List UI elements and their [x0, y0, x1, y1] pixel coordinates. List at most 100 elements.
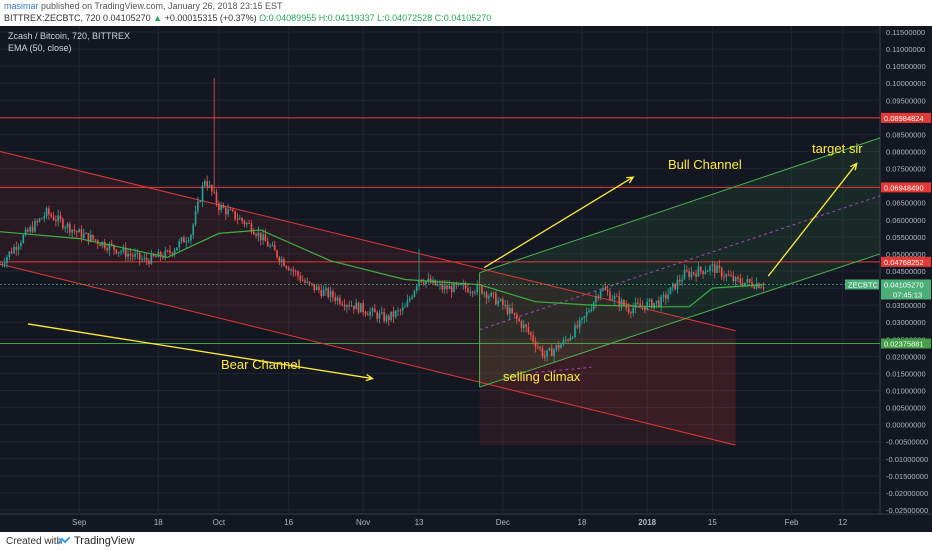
price-tick-label: 0.02000000 — [886, 352, 926, 361]
candle-body — [73, 229, 76, 231]
candle-body — [106, 248, 108, 251]
username-link[interactable]: masimar — [4, 1, 39, 11]
candle-body — [166, 250, 169, 252]
tradingview-logo-icon — [58, 537, 70, 545]
ema-line — [0, 229, 764, 308]
candle-body — [506, 304, 509, 315]
candle-body — [711, 264, 714, 267]
candle-body — [469, 291, 472, 293]
price-tick-label: -0.00500000 — [886, 438, 928, 447]
candle-body — [294, 271, 297, 273]
change-value: +0.00015315 (+0.37%) — [164, 13, 257, 23]
candle-body — [483, 292, 486, 294]
bear-channel-label: Bear Channel — [221, 357, 301, 372]
candle-body — [71, 229, 73, 233]
candle-body — [718, 265, 721, 269]
candle-body — [197, 201, 199, 212]
candle-body — [155, 256, 157, 258]
candle-body — [511, 307, 513, 313]
candle-body — [131, 255, 134, 257]
candle-body — [602, 288, 604, 291]
candle-body — [178, 241, 181, 248]
high-value: H:0.04119337 — [318, 13, 375, 23]
candle-body — [632, 307, 635, 314]
candle-body — [509, 307, 511, 315]
candle-body — [406, 300, 409, 307]
candle-body — [280, 259, 283, 262]
candle-body — [252, 231, 255, 235]
level-price-text: 0.06948490 — [884, 183, 924, 192]
legend-title: Zcash / Bitcoin, 720, BITTREX — [8, 31, 130, 41]
candle-body — [115, 249, 118, 254]
candle-body — [229, 209, 232, 211]
level-price-text: 0.08984824 — [884, 114, 924, 123]
candle-body — [653, 303, 655, 309]
candle-body — [103, 241, 106, 249]
candle-body — [138, 252, 141, 260]
price-tick-label: 0.11000000 — [886, 45, 925, 54]
candle-body — [225, 207, 227, 215]
candle-body — [218, 203, 220, 210]
candle-body — [78, 229, 80, 233]
candle-body — [290, 269, 292, 271]
time-axis-background[interactable] — [0, 514, 880, 532]
candle-body — [583, 316, 586, 318]
candle-body — [532, 335, 534, 342]
candle-body — [481, 285, 483, 294]
symbol-line: BITTREX:ZECBTC, 720 0.04105270 ▲ +0.0001… — [4, 13, 491, 24]
candle-body — [434, 279, 437, 286]
candle-body — [322, 290, 325, 297]
candle-body — [17, 246, 20, 250]
price-chart[interactable]: -0.02500000 -0.02000000 -0.01500000 -0.0100… — [0, 26, 932, 532]
price-axis-background[interactable] — [880, 26, 932, 532]
bull-arrow-head — [626, 176, 635, 184]
candle-body — [648, 299, 651, 302]
symbol-tag — [845, 279, 879, 290]
candle-body — [204, 181, 206, 186]
candle-body — [348, 305, 351, 307]
candle-body — [87, 232, 90, 242]
candle-body — [553, 349, 555, 357]
price-tick-label: 0.09500000 — [886, 96, 926, 105]
candle-body — [57, 215, 60, 222]
target-arrow-line — [767, 163, 858, 277]
bull-arrow-line — [483, 176, 634, 269]
candle-body — [667, 294, 669, 299]
bear-arrow-head — [365, 374, 374, 382]
level-price-text: 0.02375881 — [884, 340, 924, 349]
candle-body — [59, 215, 62, 220]
bear-channel-top — [0, 151, 736, 332]
price-tick-label: 0.01500000 — [886, 369, 926, 378]
candle-body — [623, 300, 625, 306]
candle-body — [269, 245, 271, 247]
candle-body — [141, 259, 143, 261]
price-tick-label: -0.01000000 — [886, 455, 928, 464]
price-tick-label: -0.02500000 — [886, 506, 928, 515]
candle-body — [611, 299, 614, 301]
candle-body — [339, 297, 341, 304]
candle-body — [588, 310, 590, 312]
publish-line: masimar published on TradingView.com, Ja… — [4, 1, 283, 12]
candle-body — [31, 226, 34, 232]
candle-body — [411, 296, 413, 299]
footer: Created with TradingView — [0, 532, 932, 550]
candle-body — [683, 270, 686, 280]
candle-body — [304, 280, 306, 283]
candle-body — [378, 313, 381, 319]
candle-body — [590, 309, 593, 311]
candle-body — [488, 296, 490, 299]
candle-body — [266, 241, 269, 247]
candle-body — [688, 271, 690, 277]
candle-body — [264, 234, 267, 242]
candle-body — [758, 283, 760, 288]
candle-body — [646, 301, 649, 310]
price-tick-label: 0.07500000 — [886, 165, 926, 174]
candle-body — [383, 312, 385, 322]
low-value: L:0.04072528 — [377, 13, 433, 23]
candle-body — [516, 314, 518, 319]
candle-body — [748, 279, 751, 282]
tradingview-brand[interactable]: TradingView — [74, 535, 135, 547]
candle-body — [404, 306, 406, 308]
candle-body — [741, 283, 744, 286]
candle-body — [62, 219, 64, 229]
